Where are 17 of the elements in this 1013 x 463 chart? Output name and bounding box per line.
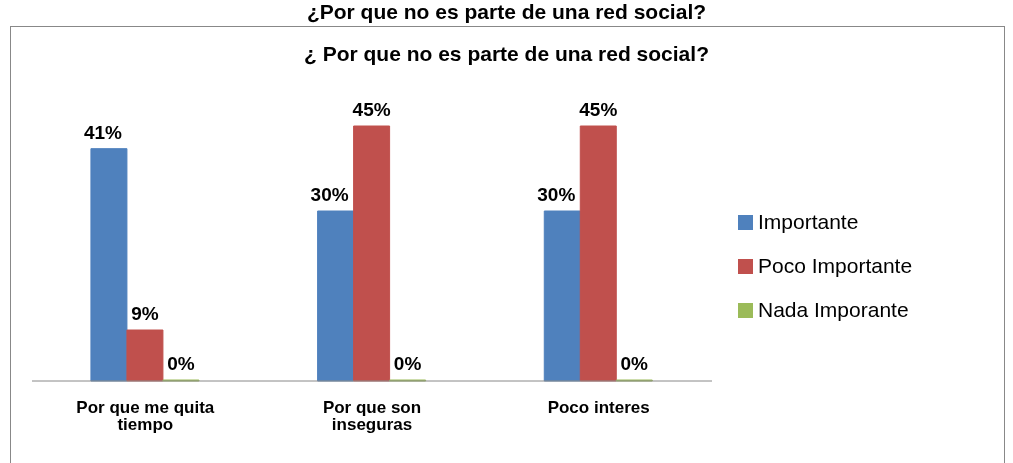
chart-title: ¿Por que no es parte de una red social? bbox=[305, 0, 708, 24]
chart-subtitle: ¿ Por que no es parte de una red social? bbox=[303, 42, 710, 66]
x-tick-label: Poco interes bbox=[547, 398, 650, 418]
data-label: 0% bbox=[167, 353, 195, 374]
legend-label: Importante bbox=[758, 210, 859, 234]
data-label: 9% bbox=[131, 303, 159, 324]
data-label: 45% bbox=[352, 99, 391, 120]
data-label: 0% bbox=[620, 353, 649, 374]
data-label: 0% bbox=[393, 353, 422, 374]
data-label: 30% bbox=[537, 184, 576, 205]
x-tick-label: Por que son inseguras bbox=[322, 398, 422, 435]
x-tick-label: Por que me quita tiempo bbox=[76, 398, 215, 435]
legend-label: Nada Imporante bbox=[758, 298, 909, 322]
data-label: 41% bbox=[83, 121, 123, 143]
data-label: 30% bbox=[310, 184, 349, 205]
legend-label: Poco Importante bbox=[758, 254, 913, 278]
data-label: 45% bbox=[579, 99, 618, 120]
